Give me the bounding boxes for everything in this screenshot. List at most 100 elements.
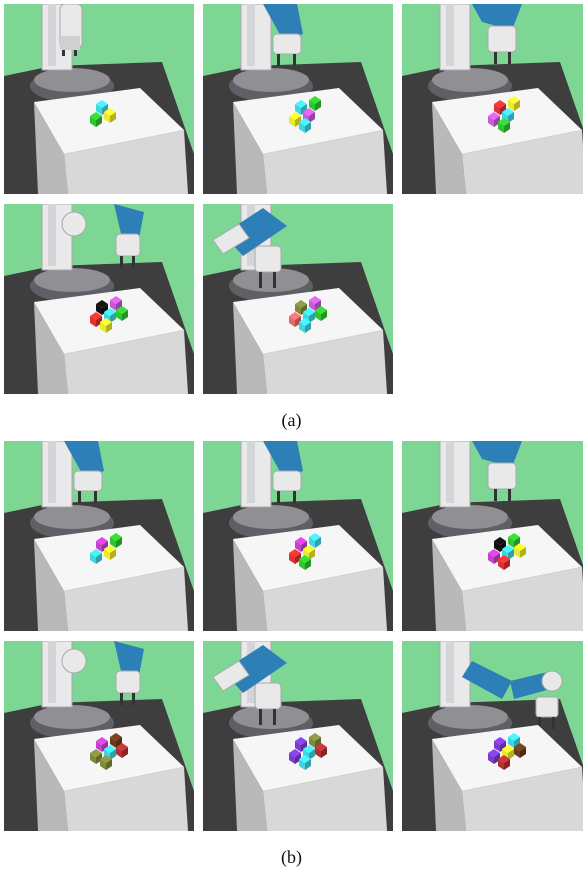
block-left xyxy=(289,116,295,127)
gripper-finger xyxy=(494,489,497,501)
block-right xyxy=(508,749,514,760)
robot-base-top xyxy=(34,505,110,529)
table-front xyxy=(462,567,583,631)
block-left xyxy=(100,322,106,333)
gripper-finger xyxy=(273,709,276,725)
arm-link xyxy=(263,441,303,477)
figure-group-b xyxy=(0,441,583,839)
block xyxy=(508,733,520,748)
block xyxy=(494,100,506,115)
block-right xyxy=(321,310,327,321)
table-side xyxy=(34,739,68,831)
block-left xyxy=(90,553,96,564)
table-side xyxy=(233,102,267,194)
robot-torso xyxy=(240,4,272,71)
table-front xyxy=(263,767,387,831)
robot-torso xyxy=(240,441,272,508)
block-left xyxy=(289,753,295,764)
block-left xyxy=(498,559,504,570)
block-right xyxy=(110,112,116,123)
caption-b: (b) xyxy=(281,847,302,867)
table-front xyxy=(64,130,188,194)
robot-torso-stripe xyxy=(48,204,56,266)
block-right xyxy=(116,300,122,311)
block xyxy=(104,545,116,560)
table-front xyxy=(64,767,188,831)
block-right xyxy=(102,541,108,552)
block-left xyxy=(309,300,315,311)
caption-a: (a) xyxy=(281,410,302,430)
block-right xyxy=(295,116,301,127)
robot-torso-stripe xyxy=(48,4,56,66)
gripper-body xyxy=(487,462,517,490)
robot-torso-stripe xyxy=(48,641,56,703)
robot-base-top xyxy=(34,68,110,92)
block xyxy=(299,318,311,333)
gripper-finger xyxy=(273,272,276,288)
block-left xyxy=(494,104,500,115)
block-left xyxy=(116,310,122,321)
block xyxy=(289,112,301,127)
block-left xyxy=(488,116,494,127)
block xyxy=(508,533,520,548)
block-left xyxy=(110,737,116,748)
block-right xyxy=(301,304,307,315)
block-left xyxy=(100,759,106,770)
block-left xyxy=(498,759,504,770)
block-right xyxy=(494,753,500,764)
block xyxy=(514,743,526,758)
block-left xyxy=(508,537,514,548)
block-right xyxy=(315,300,321,311)
block xyxy=(116,743,128,758)
block-left xyxy=(96,304,102,315)
scene-image xyxy=(402,441,583,631)
gripper-body xyxy=(272,470,302,492)
scene-frame xyxy=(203,641,393,831)
block xyxy=(90,112,102,127)
block-left xyxy=(315,747,321,758)
gripper-finger xyxy=(277,491,280,503)
block xyxy=(110,533,122,548)
block-right xyxy=(309,749,315,760)
gripper-finger xyxy=(552,717,555,729)
block-right xyxy=(315,737,321,748)
robot-base-top xyxy=(34,705,110,729)
block xyxy=(110,733,122,748)
block-left xyxy=(488,753,494,764)
gripper-body xyxy=(487,25,517,53)
block xyxy=(498,118,510,133)
block-left xyxy=(295,541,301,552)
table-side xyxy=(233,302,267,394)
robot-torso-stripe xyxy=(247,441,255,503)
scene-frame xyxy=(4,441,194,631)
table-side xyxy=(233,539,267,631)
block xyxy=(289,312,301,327)
block-right xyxy=(301,541,307,552)
block xyxy=(299,118,311,133)
block-left xyxy=(104,112,110,123)
block xyxy=(96,737,108,752)
table-side xyxy=(34,539,68,631)
robot-base-top xyxy=(233,705,309,729)
block-right xyxy=(301,741,307,752)
robot-torso-stripe xyxy=(446,4,454,66)
block-left xyxy=(295,104,301,115)
block xyxy=(514,543,526,558)
block xyxy=(289,549,301,564)
table-side xyxy=(432,102,466,194)
scene-frame xyxy=(203,4,393,194)
scene-frame xyxy=(203,441,393,631)
block-right xyxy=(295,753,301,764)
block xyxy=(90,312,102,327)
gripper-finger xyxy=(94,491,97,503)
block-right xyxy=(309,549,315,560)
robot-torso xyxy=(439,441,471,508)
block-left xyxy=(488,553,494,564)
gripper-finger xyxy=(277,54,280,66)
block xyxy=(110,296,122,311)
block xyxy=(295,737,307,752)
block-right xyxy=(102,741,108,752)
block-left xyxy=(299,559,305,570)
table-front xyxy=(64,567,188,631)
block-left xyxy=(96,541,102,552)
